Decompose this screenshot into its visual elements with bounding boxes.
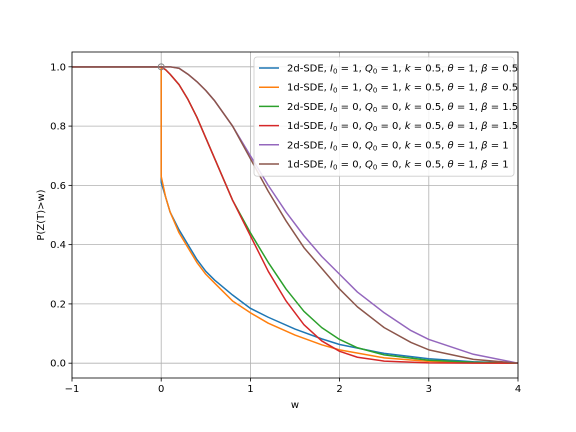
x-tick-label: 3 — [426, 384, 432, 395]
y-tick-label: 0.4 — [50, 240, 66, 251]
y-tick-label: 1.0 — [50, 62, 66, 73]
legend-entry-5: 2d-SDE, I0 = 0, Q0 = 0, k = 0.5, θ = 1, … — [287, 140, 509, 152]
open-circle-marker — [157, 63, 165, 71]
legend-entry-4: 1d-SDE, I0 = 0, Q0 = 0, k = 0.5, θ = 1, … — [287, 121, 518, 133]
legend-entry-6: 1d-SDE, I0 = 0, Q0 = 0, k = 0.5, θ = 1, … — [287, 160, 509, 172]
x-tick-label: 2 — [336, 384, 342, 395]
y-tick-label: 0.6 — [50, 181, 66, 192]
x-tick-label: −1 — [65, 384, 80, 395]
x-tick-label: 1 — [247, 384, 253, 395]
y-tick-label: 0.8 — [50, 122, 66, 133]
legend: 2d-SDE, I0 = 1, Q0 = 1, k = 0.5, θ = 1, … — [253, 56, 518, 177]
ticks: −1 0 1 2 3 4 0.0 0.2 0.4 0.6 0.8 1.0 — [50, 62, 521, 395]
y-tick-label: 0.0 — [50, 359, 66, 370]
series-line-4 — [72, 66, 518, 364]
legend-entry-2: 1d-SDE, I0 = 1, Q0 = 1, k = 0.5, θ = 1, … — [287, 83, 518, 95]
axes-frame — [71, 51, 519, 379]
x-axis-label: w — [291, 400, 299, 411]
x-tick-label: 0 — [158, 384, 164, 395]
legend-entry-1: 2d-SDE, I0 = 1, Q0 = 1, k = 0.5, θ = 1, … — [287, 64, 518, 76]
legend-box — [253, 56, 515, 177]
y-axis-label: P(Z(T)>w) — [36, 189, 47, 240]
legend-entry-3: 2d-SDE, I0 = 0, Q0 = 0, k = 0.5, θ = 1, … — [287, 102, 518, 114]
series-line-2 — [72, 66, 519, 364]
x-tick-label: 4 — [515, 384, 521, 395]
y-tick-label: 0.2 — [50, 299, 66, 310]
